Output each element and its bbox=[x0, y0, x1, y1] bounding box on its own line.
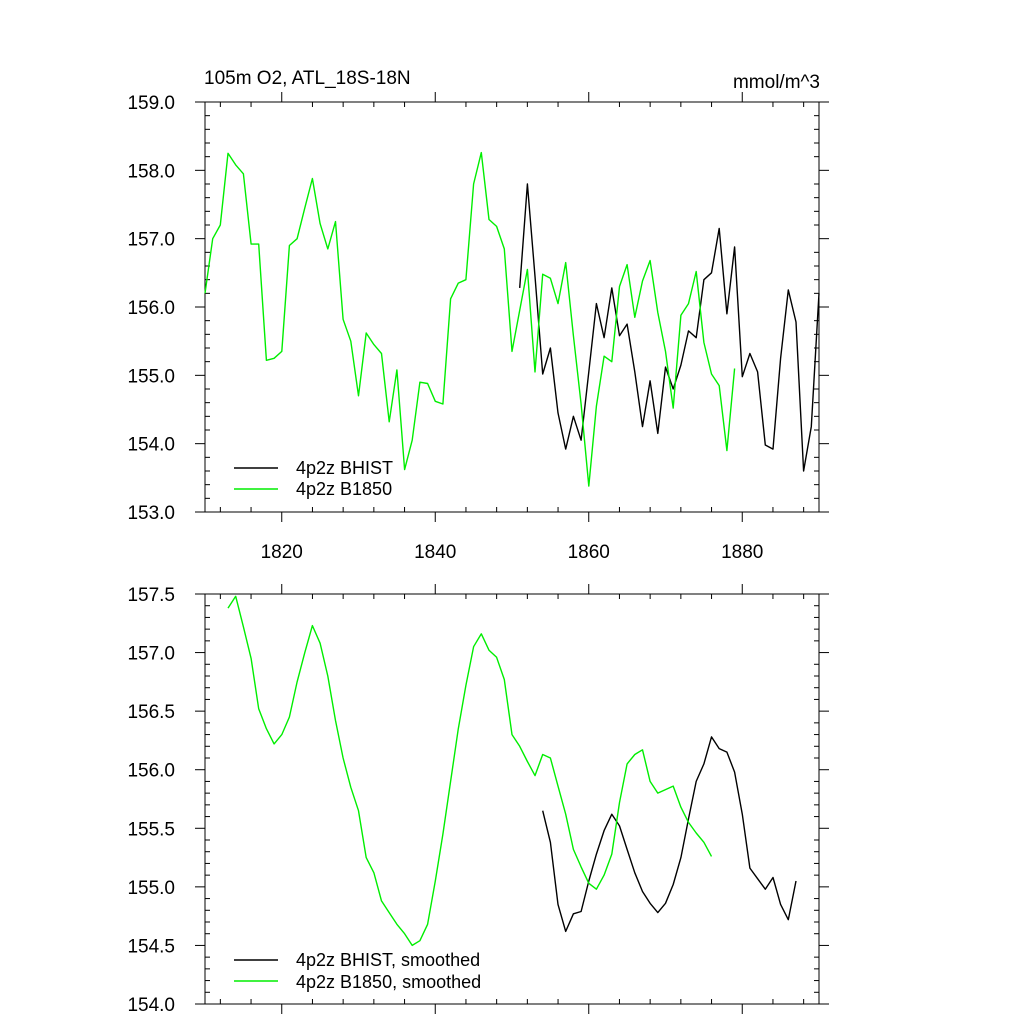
y-tick-label: 154.0 bbox=[127, 995, 175, 1016]
y-tick-label: 154.5 bbox=[127, 936, 175, 957]
x-tick-label: 1880 bbox=[721, 542, 763, 563]
chart-title: 105m O2, ATL_18S-18N bbox=[204, 68, 411, 89]
series-line-4p2z-b1850-smoothed bbox=[227, 595, 713, 947]
top-ticks bbox=[195, 92, 829, 522]
bottom-series bbox=[227, 595, 797, 947]
bottom-ticks bbox=[195, 584, 829, 1014]
bottom-legend-label-bhist: 4p2z BHIST, smoothed bbox=[296, 950, 480, 970]
y-tick-label: 155.0 bbox=[127, 366, 175, 387]
y-tick-label: 156.0 bbox=[127, 761, 175, 782]
units-label: mmol/m^3 bbox=[733, 72, 820, 93]
top-panel: 1820 1840 1860 1880 153.0 154.0 155.0 156.0 157.… bbox=[127, 92, 829, 563]
y-tick-label: 157.5 bbox=[127, 585, 175, 606]
bottom-legend: 4p2z BHIST, smoothed 4p2z B1850, smoothe… bbox=[234, 950, 481, 992]
x-tick-label: 1840 bbox=[414, 542, 456, 563]
x-tick-label: 1820 bbox=[261, 542, 303, 563]
series-line-4p2z-bhist-smoothed bbox=[542, 736, 797, 933]
top-legend: 4p2z BHIST 4p2z B1850 bbox=[234, 458, 393, 499]
y-tick-label: 158.0 bbox=[127, 161, 175, 182]
top-tick-labels: 1820 1840 1860 1880 153.0 154.0 155.0 156.0 157.… bbox=[127, 93, 763, 563]
bottom-plot-frame bbox=[204, 593, 820, 1005]
bottom-tick-labels: 154.0 154.5 155.0 155.5 156.0 156.5 157.0 157.5 bbox=[127, 585, 175, 1016]
y-tick-label: 157.0 bbox=[127, 644, 175, 665]
series-line-4p2z-b1850 bbox=[204, 151, 736, 487]
bottom-legend-label-b1850: 4p2z B1850, smoothed bbox=[296, 972, 481, 992]
y-tick-label: 156.0 bbox=[127, 298, 175, 319]
y-tick-label: 155.0 bbox=[127, 878, 175, 899]
y-tick-label: 153.0 bbox=[127, 503, 175, 524]
y-tick-label: 159.0 bbox=[127, 93, 175, 114]
x-tick-label: 1860 bbox=[568, 542, 610, 563]
y-tick-label: 154.0 bbox=[127, 435, 175, 456]
y-tick-label: 157.0 bbox=[127, 230, 175, 251]
bottom-panel: 154.0 154.5 155.0 155.5 156.0 156.5 157.0 157.5… bbox=[127, 584, 829, 1016]
series-line-4p2z-bhist bbox=[519, 183, 820, 472]
top-legend-label-b1850: 4p2z B1850 bbox=[296, 479, 392, 499]
top-series bbox=[204, 151, 820, 487]
top-legend-label-bhist: 4p2z BHIST bbox=[296, 458, 393, 478]
y-tick-label: 156.5 bbox=[127, 702, 175, 723]
y-tick-label: 155.5 bbox=[127, 819, 175, 840]
